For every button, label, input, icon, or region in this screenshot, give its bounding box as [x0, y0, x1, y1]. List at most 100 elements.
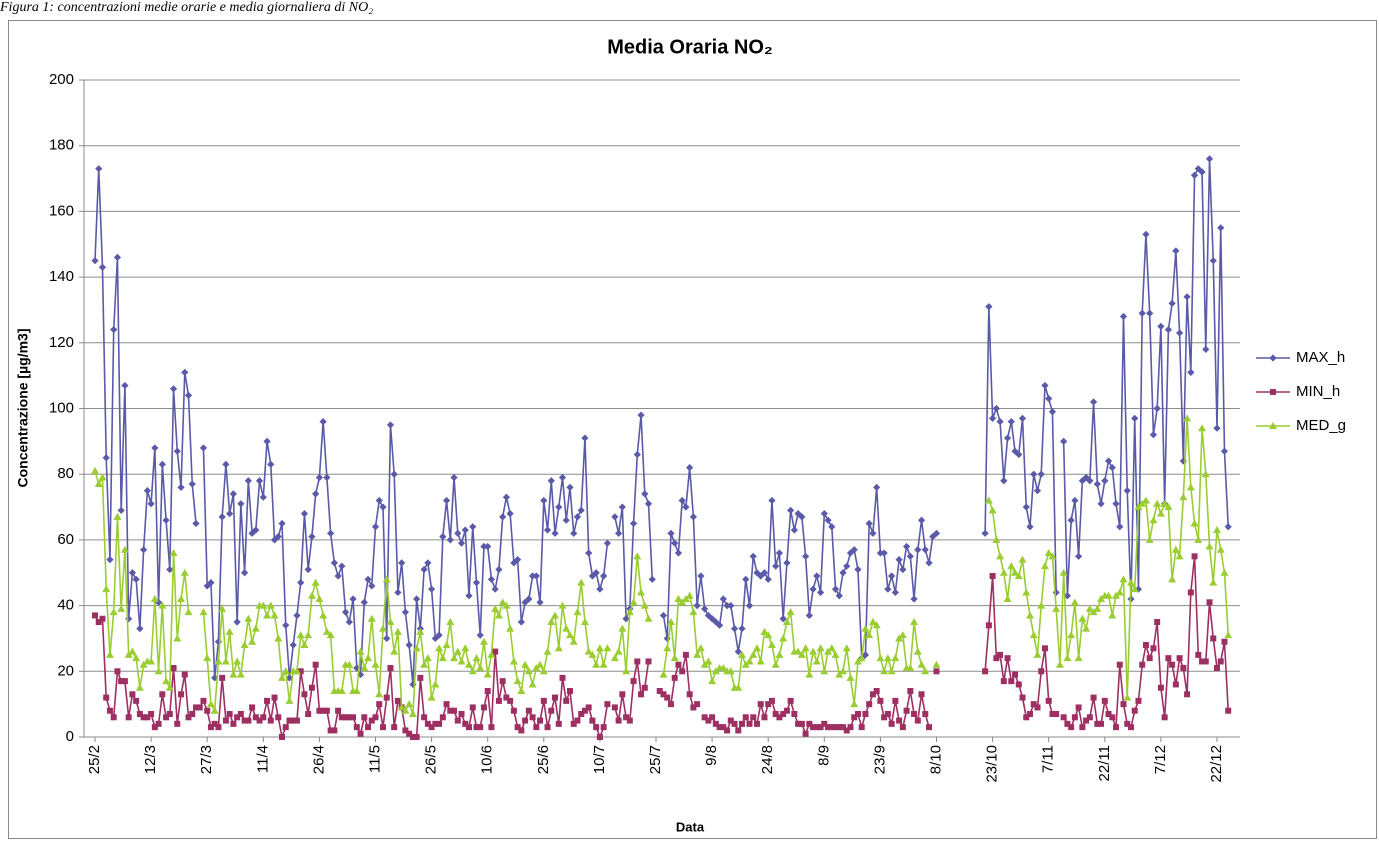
marker-diamond	[783, 559, 791, 567]
marker-square	[1180, 665, 1187, 672]
marker-triangle	[180, 568, 189, 576]
marker-diamond	[278, 519, 286, 528]
y-tick-label: 80	[57, 465, 74, 482]
marker-diamond	[1003, 434, 1012, 442]
marker-diamond	[502, 493, 510, 501]
marker-square	[166, 711, 173, 718]
marker-diamond	[181, 368, 189, 376]
marker-square	[611, 704, 618, 711]
marker-diamond	[551, 529, 559, 537]
marker-square	[99, 615, 106, 622]
marker-diamond	[442, 496, 451, 505]
marker-diamond	[1071, 496, 1079, 505]
marker-diamond	[1176, 329, 1184, 337]
marker-triangle	[693, 650, 702, 658]
marker-diamond	[334, 572, 342, 580]
marker-triangle	[521, 660, 530, 668]
marker-diamond	[585, 549, 593, 557]
marker-triangle	[1224, 631, 1233, 639]
marker-square	[1098, 720, 1105, 727]
marker-diamond	[723, 602, 731, 610]
x-tick-label: 23/9	[871, 745, 888, 774]
marker-square	[1210, 635, 1217, 642]
marker-triangle	[457, 657, 466, 665]
marker-diamond	[113, 253, 122, 261]
marker-square	[469, 704, 476, 711]
marker-square	[495, 697, 502, 704]
marker-square	[454, 717, 461, 724]
marker-diamond	[633, 450, 641, 459]
marker-square	[810, 724, 817, 731]
caption: Figura 1: concentrazioni medie orarie e …	[0, 0, 373, 15]
marker-diamond	[282, 621, 290, 629]
marker-triangle	[752, 644, 761, 652]
marker-triangle	[704, 657, 713, 665]
marker-square	[724, 727, 731, 734]
marker-square	[843, 727, 850, 734]
marker-triangle	[1104, 591, 1113, 599]
marker-square	[256, 717, 263, 724]
marker-diamond	[1011, 447, 1019, 455]
marker-square	[155, 720, 162, 727]
chart-frame	[8, 20, 1377, 839]
marker-triangle	[756, 657, 765, 665]
marker-triangle	[880, 667, 889, 675]
marker-triangle	[416, 627, 425, 635]
marker-diamond	[248, 529, 256, 537]
marker-triangle	[577, 578, 586, 586]
marker-diamond	[644, 500, 653, 508]
marker-triangle	[865, 631, 874, 639]
marker-diamond	[375, 496, 383, 505]
marker-square	[125, 714, 132, 721]
marker-square	[903, 707, 910, 714]
marker-triangle	[666, 618, 675, 626]
marker-triangle	[165, 683, 174, 691]
marker-square	[589, 717, 596, 724]
marker-triangle	[932, 660, 941, 668]
marker-square	[514, 724, 521, 731]
marker-square	[226, 711, 233, 718]
marker-diamond	[315, 473, 323, 482]
marker-triangle	[1141, 496, 1150, 504]
marker-diamond	[674, 549, 683, 557]
marker-diamond	[413, 595, 421, 603]
marker-square	[881, 714, 888, 721]
marker-diamond	[543, 526, 552, 534]
marker-diamond	[820, 510, 828, 518]
marker-square	[581, 707, 588, 714]
marker-triangle	[988, 506, 997, 514]
marker-triangle	[1194, 535, 1203, 543]
marker-triangle	[345, 660, 354, 668]
marker-triangle	[390, 647, 399, 655]
marker-square	[118, 678, 125, 685]
marker-square	[1109, 714, 1116, 721]
marker-diamond	[237, 500, 245, 508]
marker-diamond	[484, 542, 492, 551]
marker-square	[286, 717, 293, 724]
marker-triangle	[1190, 519, 1199, 527]
marker-diamond	[465, 592, 473, 600]
marker-square	[570, 720, 577, 727]
marker-square	[428, 724, 435, 731]
marker-square	[596, 734, 603, 740]
marker-diamond	[308, 533, 316, 541]
marker-diamond	[1060, 437, 1068, 445]
marker-triangle	[565, 631, 574, 639]
marker-diamond	[637, 411, 645, 419]
marker-diamond	[1123, 487, 1131, 495]
marker-square	[1008, 678, 1015, 685]
marker-triangle	[1164, 503, 1173, 511]
marker-diamond	[285, 674, 294, 682]
marker-triangle	[1022, 588, 1031, 596]
marker-square	[361, 714, 368, 721]
marker-square	[593, 724, 600, 731]
marker-diamond	[379, 503, 387, 511]
marker-diamond	[409, 680, 417, 689]
marker-square	[1176, 655, 1183, 662]
marker-triangle	[663, 644, 672, 652]
marker-triangle	[1067, 631, 1076, 639]
marker-square	[765, 701, 772, 708]
marker-square	[387, 665, 394, 672]
marker-diamond	[906, 552, 914, 560]
marker-square	[271, 694, 278, 701]
